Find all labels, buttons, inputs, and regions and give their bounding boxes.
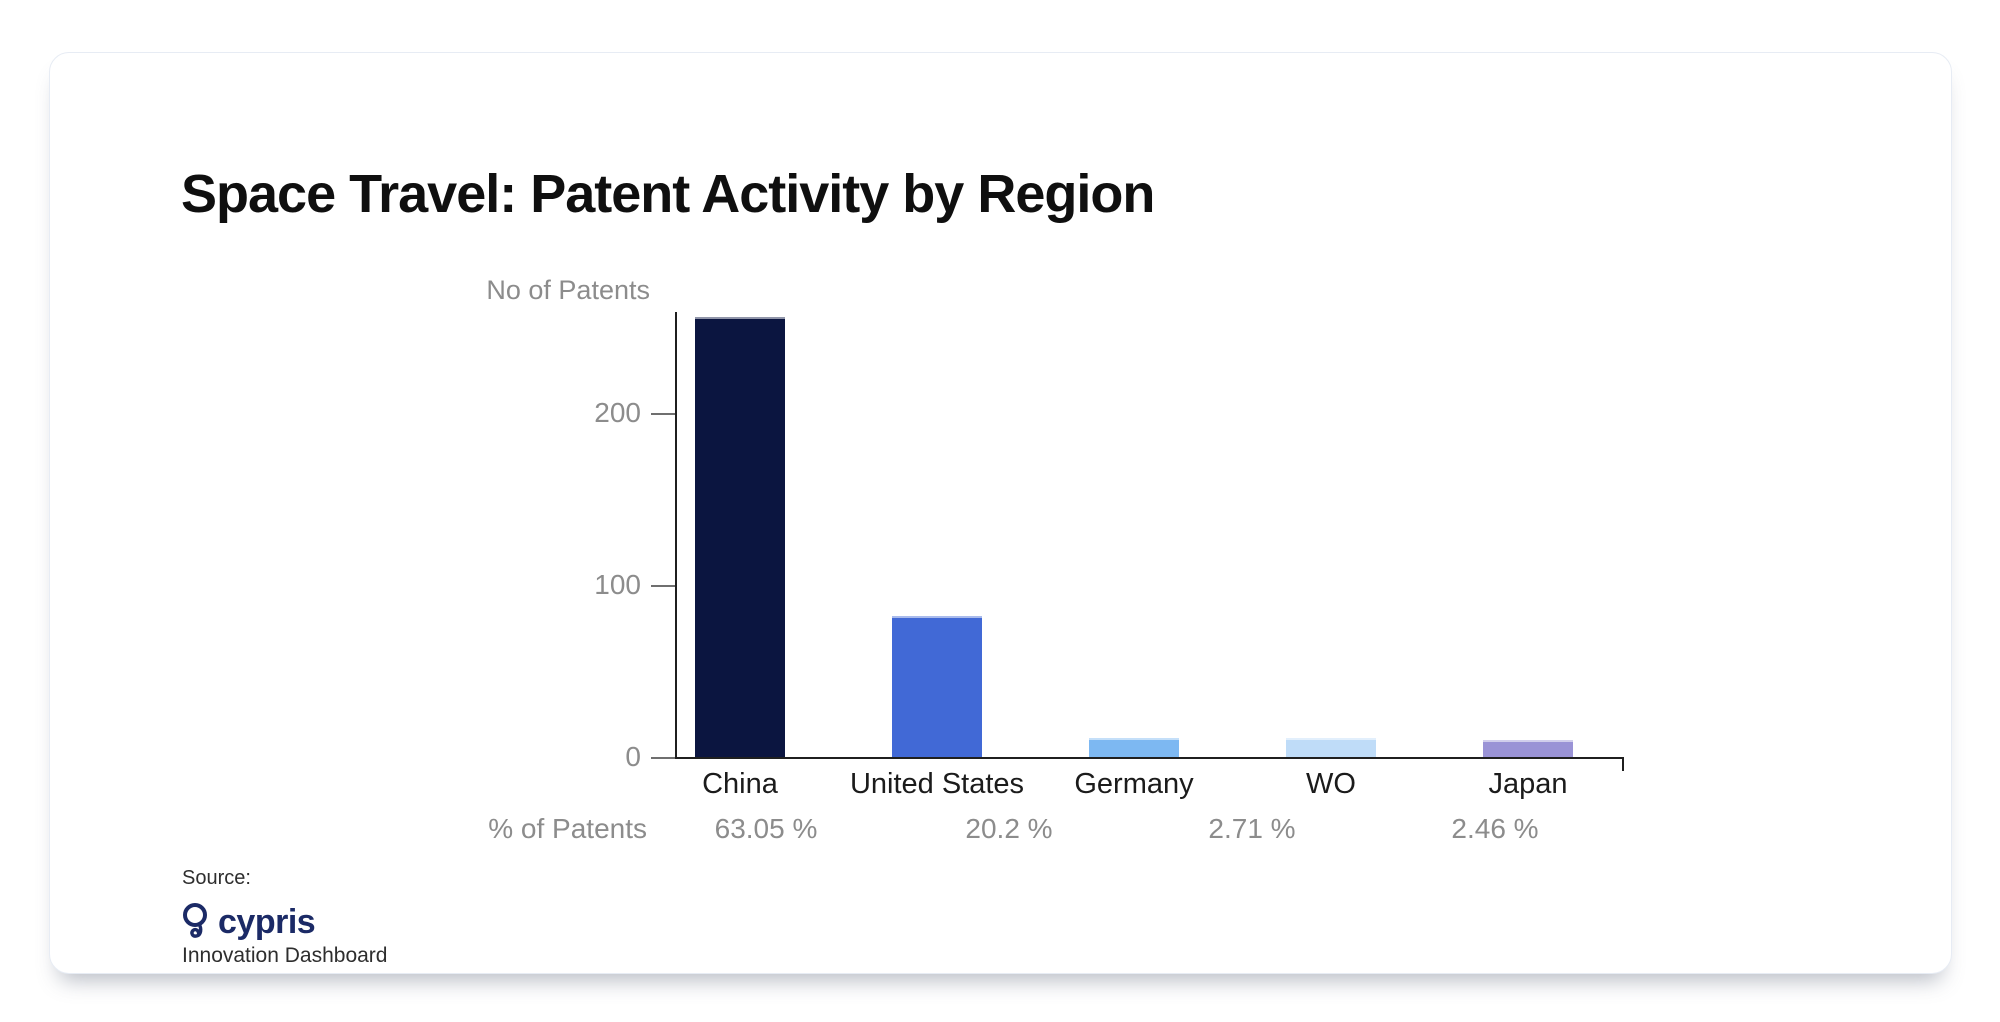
y-axis-line bbox=[675, 312, 677, 759]
percent-label: 2.71 % bbox=[1208, 813, 1296, 844]
bar-united-states bbox=[892, 616, 982, 757]
y-tick-label: 200 bbox=[594, 397, 641, 428]
category-label: China bbox=[702, 768, 778, 800]
y-tick-mark bbox=[651, 585, 675, 587]
percent-axis-title: % of Patents bbox=[488, 813, 647, 844]
category-label: WO bbox=[1306, 768, 1356, 800]
category-label: Germany bbox=[1074, 768, 1194, 800]
percent-label: 63.05 % bbox=[714, 813, 818, 844]
category-label: United States bbox=[849, 768, 1025, 800]
category-label: Japan bbox=[1488, 768, 1568, 800]
bar-wo bbox=[1286, 738, 1376, 757]
page-title: Space Travel: Patent Activity by Region bbox=[181, 164, 1155, 224]
chart-card: Space Travel: Patent Activity by Region … bbox=[49, 52, 1952, 974]
bar-japan bbox=[1483, 740, 1573, 757]
source-label: Source: bbox=[182, 867, 251, 889]
magnifying-glass-icon bbox=[183, 903, 207, 938]
source-subtitle: Innovation Dashboard bbox=[182, 944, 388, 967]
y-tick-mark bbox=[651, 413, 675, 415]
y-tick-label: 0 bbox=[625, 741, 641, 772]
y-tick-mark bbox=[651, 757, 675, 759]
percent-label: 20.2 % bbox=[965, 813, 1053, 844]
y-axis-title: No of Patents bbox=[486, 275, 650, 305]
brand-name: cypris bbox=[218, 902, 316, 941]
x-axis-line bbox=[675, 757, 1624, 759]
percent-label: 2.46 % bbox=[1451, 813, 1539, 844]
x-axis-end-tick bbox=[1622, 757, 1624, 771]
y-tick-label: 100 bbox=[594, 569, 641, 600]
bar-china bbox=[695, 317, 785, 757]
brand-logo: cypris bbox=[180, 902, 316, 942]
bar-germany bbox=[1089, 738, 1179, 757]
